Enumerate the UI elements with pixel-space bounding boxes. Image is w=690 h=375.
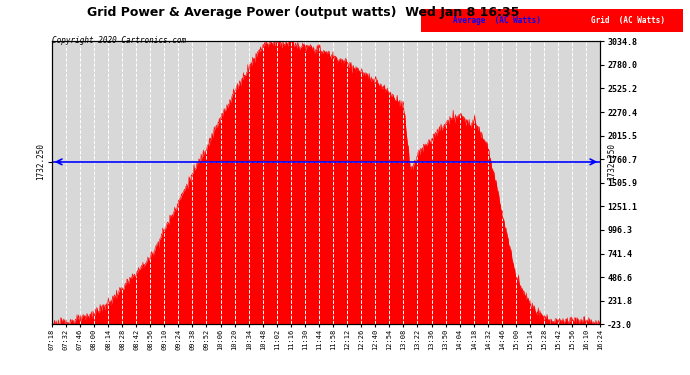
Text: Copyright 2020 Cartronics.com: Copyright 2020 Cartronics.com xyxy=(52,36,186,45)
Text: Grid  (AC Watts): Grid (AC Watts) xyxy=(591,16,665,25)
Text: Average  (AC Watts): Average (AC Watts) xyxy=(453,16,541,25)
Text: Grid Power & Average Power (output watts)  Wed Jan 8 16:35: Grid Power & Average Power (output watts… xyxy=(88,6,520,19)
Text: 1732.250: 1732.250 xyxy=(607,143,616,180)
